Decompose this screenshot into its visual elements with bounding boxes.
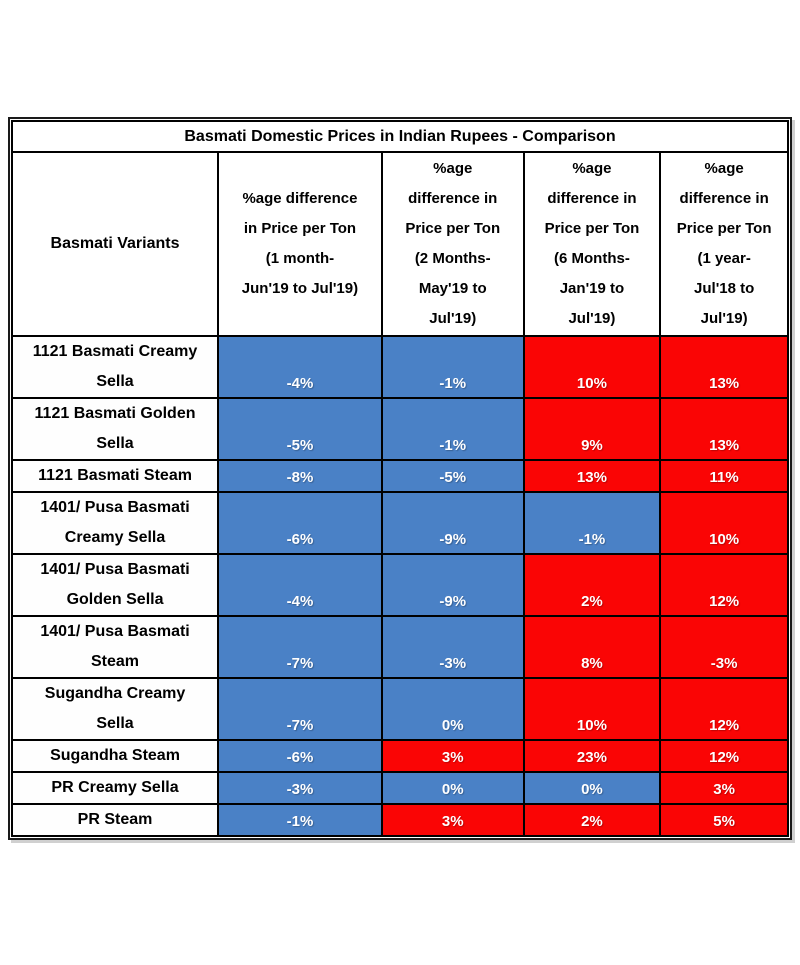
value-cell: 2%: [522, 553, 662, 617]
value-cell: 0%: [380, 771, 525, 805]
value-cell: 10%: [522, 677, 662, 741]
table-row: PR Steam -1% 3% 2% 5%: [10, 803, 789, 837]
value-cell: -1%: [380, 397, 525, 461]
variant-name: Sugandha Steam: [10, 739, 220, 773]
value-cell: -1%: [522, 491, 662, 555]
value-cell: 9%: [522, 397, 662, 461]
comparison-table: Basmati Domestic Prices in Indian Rupees…: [10, 120, 789, 837]
value-cell: 12%: [659, 553, 789, 617]
table-row: Sugandha Steam -6% 3% 23% 12%: [10, 739, 789, 773]
table-row: PR Creamy Sella -3% 0% 0% 3%: [10, 771, 789, 805]
table-row: Sugandha Creamy Sella -7% 0% 10% 12%: [10, 677, 789, 741]
column-header-2-months: %age difference in Price per Ton (2 Mont…: [380, 151, 525, 337]
value-cell: 10%: [659, 491, 789, 555]
variant-name: Sugandha Creamy Sella: [10, 677, 220, 741]
value-cell: -5%: [217, 397, 383, 461]
value-cell: -3%: [380, 615, 525, 679]
table-body: 1121 Basmati Creamy Sella -4% -1% 10% 13% 112…: [10, 335, 789, 837]
value-cell: 12%: [659, 739, 789, 773]
value-cell: 13%: [522, 459, 662, 493]
table-row: 1121 Basmati Creamy Sella -4% -1% 10% 13%: [10, 335, 789, 399]
header-row: Basmati Variants %age difference in Pric…: [10, 151, 789, 337]
value-cell: -7%: [217, 677, 383, 741]
table-row: 1401/ Pusa Basmati Steam -7% -3% 8% -3%: [10, 615, 789, 679]
value-cell: 13%: [659, 397, 789, 461]
value-cell: 8%: [522, 615, 662, 679]
value-cell: -1%: [380, 335, 525, 399]
value-cell: -1%: [217, 803, 383, 837]
column-header-6-months: %age difference in Price per Ton (6 Mont…: [522, 151, 662, 337]
variant-name: PR Steam: [10, 803, 220, 837]
value-cell: -4%: [217, 553, 383, 617]
value-cell: 13%: [659, 335, 789, 399]
value-cell: -3%: [659, 615, 789, 679]
variant-name: PR Creamy Sella: [10, 771, 220, 805]
value-cell: -9%: [380, 491, 525, 555]
column-header-variants: Basmati Variants: [10, 151, 220, 337]
variant-name: 1121 Basmati Creamy Sella: [10, 335, 220, 399]
variant-name: 1121 Basmati Golden Sella: [10, 397, 220, 461]
variant-name: 1401/ Pusa Basmati Creamy Sella: [10, 491, 220, 555]
value-cell: 5%: [659, 803, 789, 837]
value-cell: 0%: [380, 677, 525, 741]
value-cell: -7%: [217, 615, 383, 679]
variant-name: 1401/ Pusa Basmati Golden Sella: [10, 553, 220, 617]
value-cell: 3%: [380, 803, 525, 837]
variant-name: 1121 Basmati Steam: [10, 459, 220, 493]
table-row: 1401/ Pusa Basmati Golden Sella -4% -9% 2% 1…: [10, 553, 789, 617]
table-row: 1121 Basmati Steam -8% -5% 13% 11%: [10, 459, 789, 493]
value-cell: 3%: [659, 771, 789, 805]
title-row: Basmati Domestic Prices in Indian Rupees…: [11, 120, 789, 153]
value-cell: 23%: [522, 739, 662, 773]
table-row: 1401/ Pusa Basmati Creamy Sella -6% -9% -1%…: [10, 491, 789, 555]
value-cell: 2%: [522, 803, 662, 837]
column-header-1-year: %age difference in Price per Ton (1 year…: [659, 151, 789, 337]
comparison-table-frame: Basmati Domestic Prices in Indian Rupees…: [8, 117, 792, 840]
value-cell: 10%: [522, 335, 662, 399]
value-cell: -3%: [217, 771, 383, 805]
value-cell: -6%: [217, 491, 383, 555]
value-cell: 0%: [522, 771, 662, 805]
value-cell: 11%: [659, 459, 789, 493]
value-cell: 12%: [659, 677, 789, 741]
table-title: Basmati Domestic Prices in Indian Rupees…: [11, 120, 789, 153]
value-cell: -6%: [217, 739, 383, 773]
table-row: 1121 Basmati Golden Sella -5% -1% 9% 13%: [10, 397, 789, 461]
value-cell: 3%: [380, 739, 525, 773]
column-header-1-month: %age difference in Price per Ton (1 mont…: [217, 151, 383, 337]
value-cell: -8%: [217, 459, 383, 493]
variant-name: 1401/ Pusa Basmati Steam: [10, 615, 220, 679]
value-cell: -5%: [380, 459, 525, 493]
value-cell: -4%: [217, 335, 383, 399]
value-cell: -9%: [380, 553, 525, 617]
